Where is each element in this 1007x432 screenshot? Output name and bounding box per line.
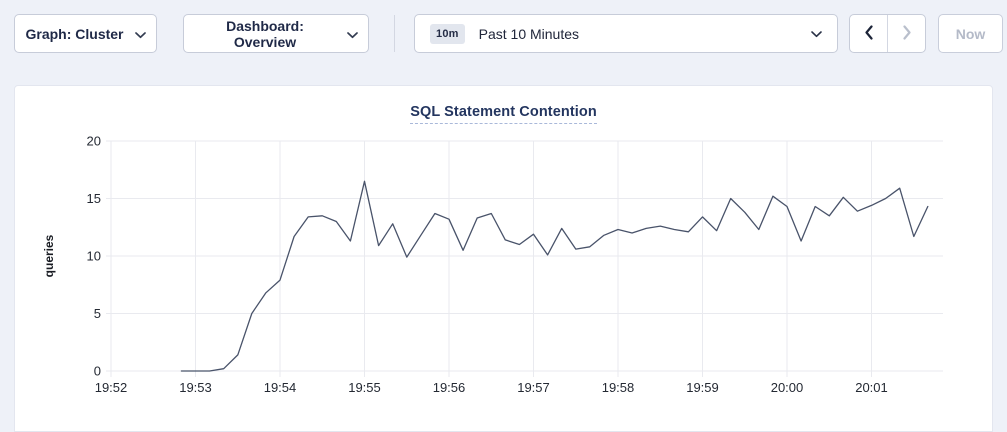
now-button[interactable]: Now [938,14,1003,53]
x-tick-label: 19:52 [95,380,128,395]
y-tick-label: 5 [94,306,101,321]
y-tick-label: 15 [87,191,101,206]
y-axis-label: queries [42,234,56,277]
x-tick-label: 19:57 [517,380,550,395]
time-range-label: Past 10 Minutes [478,25,580,42]
time-next-button[interactable] [887,15,925,52]
y-tick-label: 0 [94,364,101,379]
x-tick-label: 19:59 [686,380,719,395]
chart-card: SQL Statement Contention 0 5 10 15 20 19:52 19… [14,85,993,432]
chevron-right-icon [902,24,912,43]
toolbar-divider [394,15,395,52]
chevron-down-icon [811,25,822,43]
x-tick-label: 20:00 [771,380,804,395]
time-prev-button[interactable] [850,15,887,52]
y-tick-label: 10 [87,249,101,264]
chart-title-row: SQL Statement Contention [15,103,992,125]
x-tick-label: 19:54 [264,380,297,395]
time-range-badge: 10m [430,23,465,44]
time-range-picker[interactable]: 10m Past 10 Minutes [414,14,838,53]
graph-dropdown[interactable]: Graph: Cluster [14,14,157,53]
x-tick-label: 19:58 [602,380,635,395]
x-tick-label: 19:55 [348,380,381,395]
x-tick-label: 19:56 [433,380,466,395]
chart-title-link[interactable]: SQL Statement Contention [410,104,597,124]
chart-canvas[interactable]: 0 5 10 15 20 19:52 19:53 19:54 19:55 19:56 19:57 19… [15,128,994,431]
chevron-down-icon [347,26,358,42]
chevron-left-icon [864,24,874,43]
series-line-queries [180,180,929,372]
x-tick-label: 20:01 [855,380,888,395]
time-nav-group [849,14,926,53]
graph-dropdown-label: Graph: Cluster [25,25,124,42]
y-tick-label: 20 [87,134,101,149]
dashboard-dropdown[interactable]: Dashboard: Overview [183,14,369,53]
chevron-down-icon [134,26,146,42]
x-tick-label: 19:53 [179,380,212,395]
dashboard-dropdown-label: Dashboard: Overview [226,17,304,50]
